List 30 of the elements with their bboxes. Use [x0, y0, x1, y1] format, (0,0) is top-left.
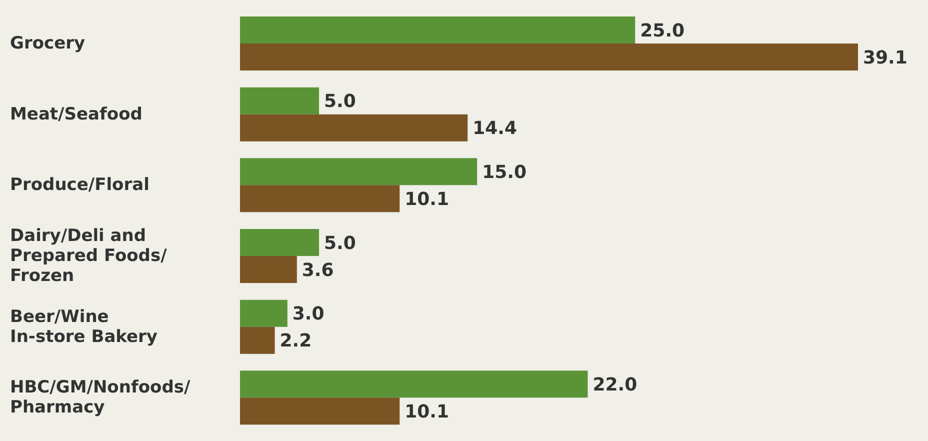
data-label: 22.0	[592, 374, 638, 396]
bar	[240, 300, 288, 327]
bar	[240, 185, 400, 212]
y-tick-label: HBC/GM/Nonfoods/ Pharmacy	[10, 377, 191, 418]
y-tick-label: Beer/Wine In-store Bakery	[10, 306, 158, 346]
bar	[240, 370, 588, 398]
bar	[240, 229, 320, 256]
data-label: 15.0	[482, 162, 527, 184]
y-tick-label: Meat/Seafood	[10, 104, 142, 124]
data-label: 10.1	[404, 189, 450, 210]
bar	[240, 256, 297, 283]
bar	[240, 87, 320, 114]
y-tick-label: Produce/Floral	[10, 174, 150, 195]
bar	[240, 326, 275, 354]
bar	[240, 44, 858, 70]
y-tick-label: Dairy/Deli and Prepared Foods/ Frozen	[10, 226, 168, 286]
bar	[240, 16, 636, 44]
data-label: 2.2	[280, 330, 312, 352]
data-label: 3.0	[292, 304, 324, 325]
bar	[240, 398, 400, 425]
data-label: 14.4	[472, 118, 518, 140]
data-label: 5.0	[324, 232, 356, 254]
data-label: 25.0	[640, 20, 685, 42]
data-label: 39.1	[863, 47, 908, 68]
bar	[240, 114, 468, 142]
y-tick-label: Grocery	[10, 33, 86, 54]
data-label: 5.0	[324, 91, 356, 112]
bar	[240, 158, 478, 186]
data-label: 3.6	[302, 260, 334, 281]
data-label: 10.1	[404, 402, 450, 423]
